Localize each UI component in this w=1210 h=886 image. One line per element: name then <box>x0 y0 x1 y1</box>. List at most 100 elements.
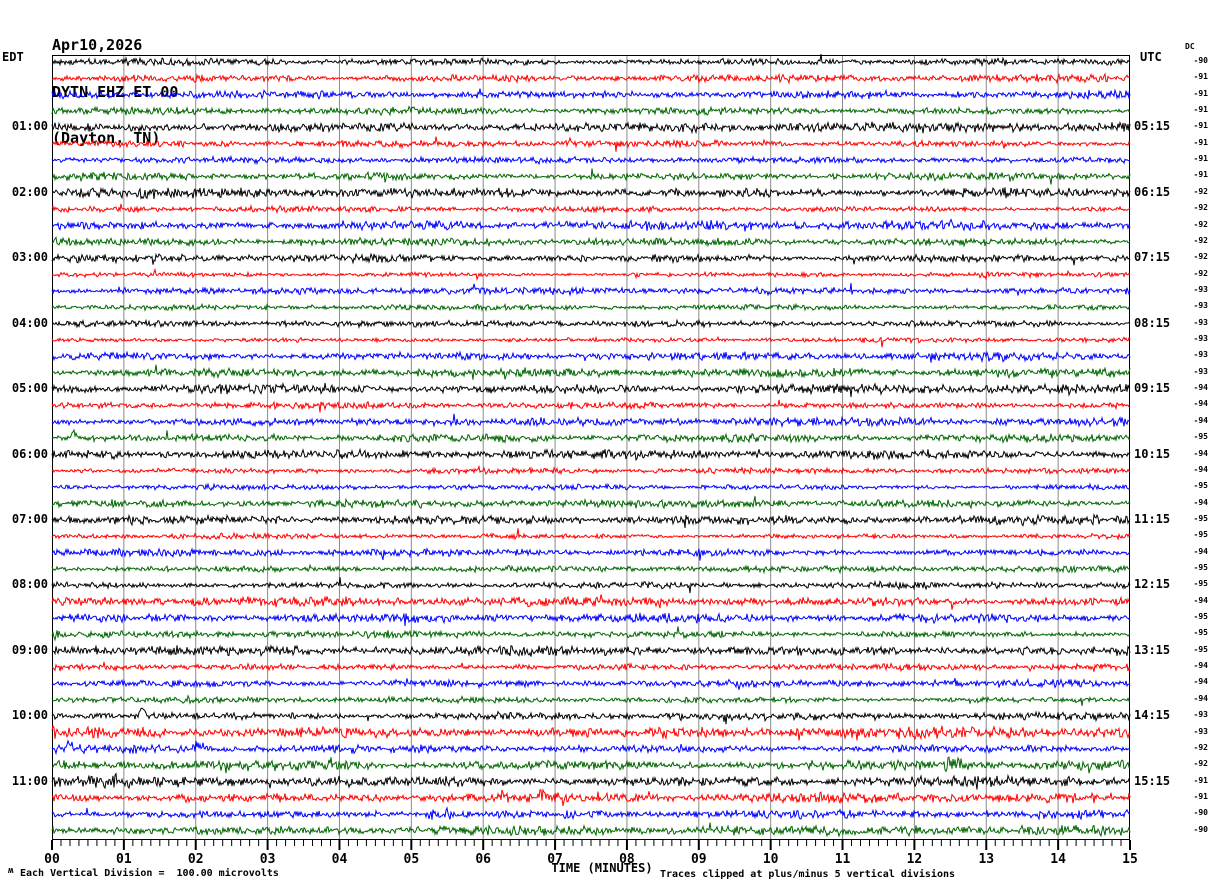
x-tick-label: 05 <box>403 852 420 867</box>
utc-header-label: UTC <box>1140 50 1162 64</box>
dc-value: -92 <box>1193 203 1208 213</box>
trace-row-15 <box>51 302 1131 312</box>
trace-row-20 <box>51 381 1131 398</box>
edt-time-label: 07:00 <box>11 511 48 526</box>
dc-value: -94 <box>1193 546 1208 556</box>
trace-row-23 <box>51 428 1131 444</box>
edt-time-label: 01:00 <box>11 119 48 134</box>
dc-value: -90 <box>1193 824 1208 834</box>
trace-row-12 <box>51 252 1131 266</box>
trace-row-41 <box>51 724 1131 741</box>
dc-value: -94 <box>1193 415 1208 425</box>
edt-time-label: 03:00 <box>11 250 48 265</box>
dc-value: -93 <box>1193 726 1208 736</box>
dc-value: -92 <box>1193 219 1208 229</box>
trace-row-46 <box>51 806 1131 821</box>
utc-time-label: 12:15 <box>1134 577 1171 592</box>
trace-row-16 <box>51 318 1131 330</box>
date-label: Apr10,2026 <box>52 36 143 54</box>
dc-value: -91 <box>1193 137 1208 147</box>
x-tick-label: 09 <box>690 852 707 867</box>
trace-row-27 <box>51 496 1131 510</box>
trace-row-42 <box>51 739 1131 756</box>
dc-value: -94 <box>1193 448 1208 458</box>
trace-row-1 <box>51 72 1131 85</box>
dc-value: -91 <box>1193 88 1208 98</box>
x-tick-label: 04 <box>331 852 348 867</box>
x-tick-label: 11 <box>834 852 851 867</box>
trace-row-34 <box>51 611 1131 627</box>
utc-time-label: 05:15 <box>1134 119 1171 134</box>
edt-time-label: 05:00 <box>11 381 48 396</box>
trace-row-17 <box>51 335 1131 348</box>
trace-row-26 <box>51 482 1131 492</box>
dc-value: -95 <box>1193 612 1208 622</box>
trace-row-14 <box>51 282 1131 297</box>
edt-time-label: 06:00 <box>11 446 48 461</box>
x-tick-label: 12 <box>906 852 923 867</box>
trace-row-45 <box>51 787 1131 807</box>
trace-row-37 <box>51 661 1131 673</box>
trace-row-3 <box>51 105 1131 117</box>
trace-row-8 <box>51 186 1131 200</box>
dc-header-label: DC <box>1185 42 1195 51</box>
dc-value: -94 <box>1193 464 1208 474</box>
x-axis-title: TIME (MINUTES) <box>551 861 653 875</box>
trace-row-29 <box>51 528 1131 541</box>
dc-value: -92 <box>1193 186 1208 196</box>
trace-row-0 <box>51 54 1131 68</box>
trace-row-33 <box>51 594 1131 610</box>
x-tick-label: 14 <box>1050 852 1066 867</box>
x-tick-label: 00 <box>44 852 60 867</box>
trace-row-40 <box>51 707 1131 725</box>
dc-value: -93 <box>1193 334 1208 344</box>
dc-value: -90 <box>1193 56 1208 65</box>
footer-scale-note: Each Vertical Division = 100.00 microvol… <box>20 868 279 879</box>
dc-value: -91 <box>1193 72 1208 82</box>
dc-value: -94 <box>1193 661 1208 671</box>
trace-row-30 <box>51 547 1131 561</box>
dc-value: -91 <box>1193 121 1208 131</box>
utc-time-label: 09:15 <box>1134 381 1171 396</box>
dc-value: -92 <box>1193 742 1208 752</box>
trace-row-44 <box>51 772 1131 790</box>
x-tick-label: 03 <box>259 852 276 867</box>
trace-row-35 <box>51 626 1131 642</box>
dc-value: -92 <box>1193 759 1208 769</box>
dc-value: -95 <box>1193 579 1208 589</box>
dc-value: -91 <box>1193 170 1208 180</box>
utc-time-label: 08:15 <box>1134 315 1171 330</box>
utc-time-label: 13:15 <box>1134 642 1171 657</box>
trace-row-39 <box>51 694 1131 706</box>
dc-value: -91 <box>1193 105 1208 115</box>
edt-time-label: 04:00 <box>11 315 48 330</box>
trace-row-47 <box>51 822 1131 838</box>
dc-value: -94 <box>1193 693 1208 703</box>
trace-row-36 <box>51 644 1131 658</box>
x-tick-label: 02 <box>187 852 204 867</box>
trace-row-24 <box>51 447 1131 462</box>
dc-value: -91 <box>1193 791 1208 801</box>
dc-value: -91 <box>1193 775 1208 785</box>
trace-row-9 <box>51 203 1131 215</box>
dc-value: -93 <box>1193 366 1208 376</box>
edt-time-label: 10:00 <box>11 708 48 723</box>
utc-time-label: 06:15 <box>1134 184 1171 199</box>
trace-row-38 <box>51 677 1131 690</box>
dc-value: -94 <box>1193 677 1208 687</box>
trace-row-25 <box>51 464 1131 476</box>
dc-value: -91 <box>1193 154 1208 164</box>
trace-row-31 <box>51 563 1131 575</box>
edt-time-label: 09:00 <box>11 642 48 657</box>
dc-value: -92 <box>1193 235 1208 245</box>
trace-row-32 <box>51 577 1131 594</box>
trace-row-7 <box>51 168 1131 185</box>
trace-row-2 <box>51 88 1131 101</box>
dc-value: -95 <box>1193 628 1208 638</box>
dc-value: -90 <box>1193 808 1208 818</box>
dc-value: -92 <box>1193 252 1208 262</box>
dc-value: -93 <box>1193 317 1208 327</box>
trace-row-18 <box>51 350 1131 364</box>
